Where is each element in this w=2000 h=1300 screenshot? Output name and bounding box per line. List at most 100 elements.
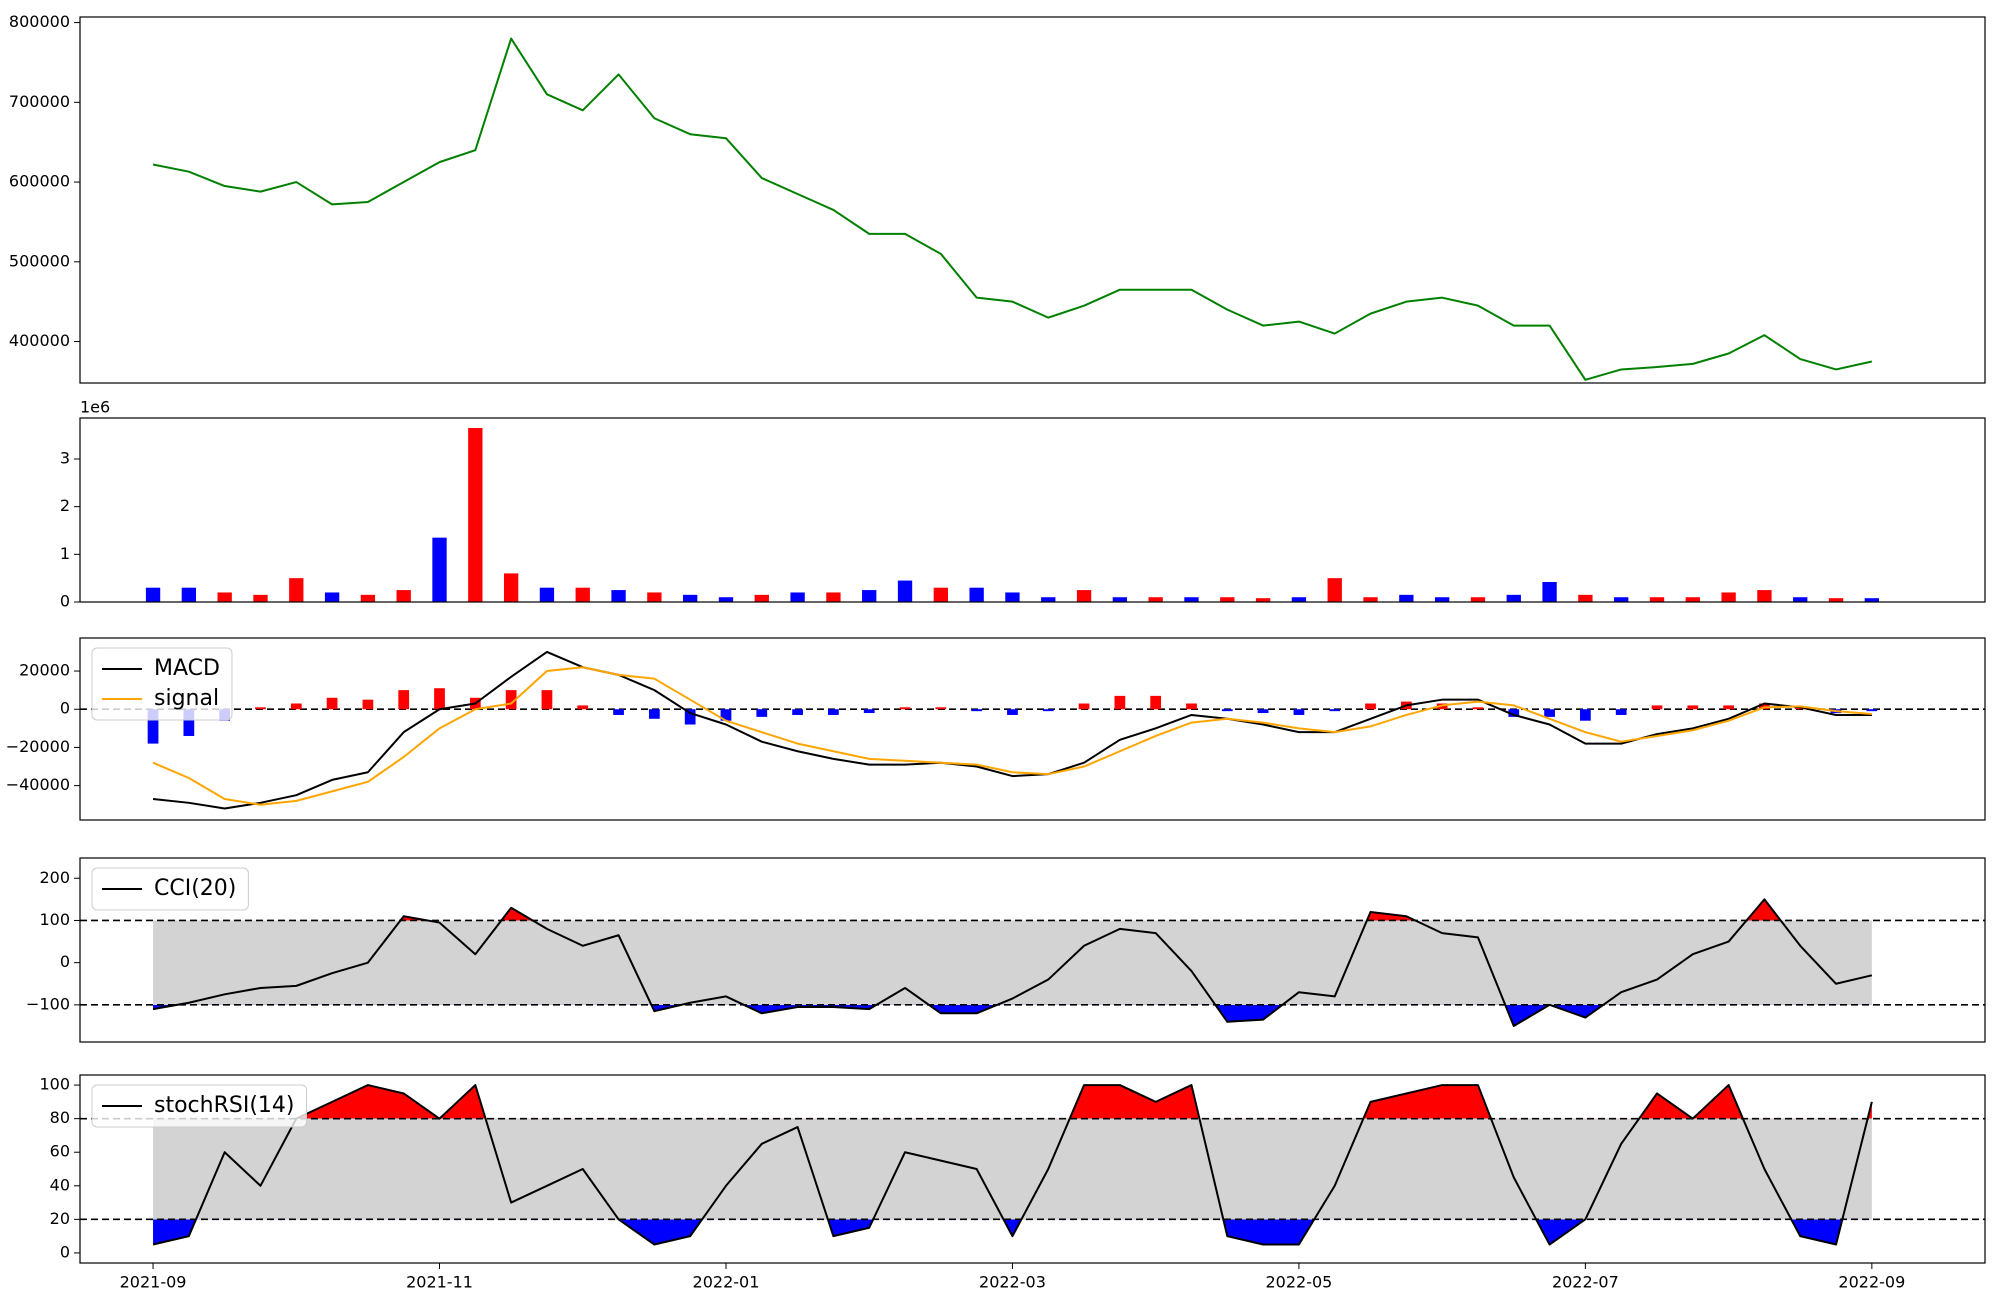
histogram-bar xyxy=(1257,709,1269,714)
histogram-bar xyxy=(326,697,338,710)
histogram-bar xyxy=(935,707,947,710)
volume-bar xyxy=(969,587,984,602)
y-tick-label: 500000 xyxy=(9,251,70,270)
volume-bar xyxy=(289,578,304,602)
histogram-bar xyxy=(255,707,266,710)
histogram-bar xyxy=(1329,709,1341,712)
histogram-bar xyxy=(756,709,768,717)
plot-area xyxy=(152,37,1873,381)
above-threshold-fill xyxy=(153,1085,1872,1119)
histogram-bar xyxy=(1472,707,1484,710)
y-tick-label: 0 xyxy=(60,952,70,971)
neutral-band xyxy=(153,1118,1872,1220)
volume-bar xyxy=(1649,597,1665,602)
histogram-bar xyxy=(434,688,445,710)
histogram-bar xyxy=(792,709,803,715)
volume-bar xyxy=(1434,597,1450,602)
y-tick-label: 400000 xyxy=(9,331,70,350)
volume-bar xyxy=(1793,597,1808,602)
volume-bar xyxy=(503,573,519,602)
y-tick-label: 40 xyxy=(50,1175,70,1194)
volume-bar xyxy=(468,428,483,602)
x-tick-label: 2022-05 xyxy=(1265,1273,1332,1292)
volume-bar xyxy=(324,592,340,602)
volume-bar xyxy=(1721,592,1736,602)
y-tick-label: 3 xyxy=(60,448,70,467)
volume-bar xyxy=(1148,597,1163,602)
y-tick-label: 60 xyxy=(50,1142,70,1161)
volume-bar xyxy=(539,587,555,602)
histogram-bar xyxy=(1687,705,1699,710)
volume-bar xyxy=(1220,597,1235,602)
volume-bar xyxy=(1327,578,1342,602)
volume-bar xyxy=(1506,594,1521,602)
volume-bar xyxy=(432,537,447,602)
volume-bar xyxy=(754,594,769,602)
volume-bar xyxy=(1041,597,1056,602)
volume-bar xyxy=(181,587,197,602)
histogram-bar xyxy=(899,707,911,710)
volume-bar xyxy=(253,594,268,602)
y-tick-label: −100 xyxy=(26,994,70,1013)
histogram-bar xyxy=(1723,705,1734,710)
volume-bar xyxy=(683,594,698,602)
histogram-bar xyxy=(1293,709,1305,715)
legend-box xyxy=(91,867,249,911)
histogram-bar xyxy=(1186,703,1197,710)
legend-box xyxy=(91,1084,307,1128)
histogram-bar xyxy=(290,703,302,710)
x-tick-label: 2021-09 xyxy=(120,1273,187,1292)
axes-frame xyxy=(79,1074,1986,1264)
volume-bar xyxy=(396,590,411,602)
histogram-bar xyxy=(1651,705,1663,710)
histogram-bar xyxy=(684,709,696,725)
histogram-bar xyxy=(1150,695,1162,710)
volume-bar xyxy=(1291,597,1307,602)
histogram-bar xyxy=(362,699,374,710)
volume-bar xyxy=(1363,597,1378,602)
y-tick-label: 20000 xyxy=(19,661,70,680)
histogram-bar xyxy=(971,709,983,712)
y-tick-label: 0 xyxy=(60,1242,70,1261)
y-tick-label: 200 xyxy=(39,868,70,887)
volume-bar xyxy=(1864,598,1880,602)
y-tick-label: −20000 xyxy=(6,737,70,756)
histogram-bar xyxy=(613,709,624,715)
volume-bar xyxy=(1470,597,1486,602)
legend-label: MACD xyxy=(154,656,220,681)
histogram-bar xyxy=(720,709,732,721)
x-tick-label: 2022-09 xyxy=(1838,1273,1905,1292)
histogram-bar xyxy=(1114,695,1126,710)
histogram-bar xyxy=(1007,709,1018,715)
volume-bar xyxy=(360,594,376,602)
histogram-bar xyxy=(1544,709,1555,717)
y-tick-label: 0 xyxy=(60,592,70,611)
plot-area xyxy=(80,1084,1985,1246)
histogram-bar xyxy=(828,709,839,715)
axes-frame xyxy=(79,417,1986,603)
volume-bar xyxy=(1757,590,1772,602)
y-tick-label: 80 xyxy=(50,1108,70,1127)
plot-area xyxy=(80,650,1985,810)
volume-bar xyxy=(575,587,590,602)
histogram-bar xyxy=(1221,709,1233,712)
volume-bar xyxy=(1578,594,1593,602)
volume-bar xyxy=(1542,581,1557,602)
axes-frame xyxy=(79,637,1986,821)
series-line xyxy=(152,650,1872,810)
axis-offset-label: 1e6 xyxy=(80,398,110,417)
series-line xyxy=(152,1084,1873,1246)
plot-area xyxy=(80,898,1985,1027)
volume-bar xyxy=(611,590,626,602)
y-tick-label: 800000 xyxy=(9,12,70,31)
below-threshold-fill xyxy=(153,1004,1872,1026)
series-line xyxy=(152,898,1873,1027)
histogram-bar xyxy=(1078,703,1090,710)
histogram-bar xyxy=(183,709,195,736)
volume-bar xyxy=(790,592,805,602)
volume-bar xyxy=(1685,597,1700,602)
axes-frame xyxy=(79,16,1986,384)
volume-bar xyxy=(1112,597,1128,602)
histogram-bar xyxy=(1508,709,1520,717)
